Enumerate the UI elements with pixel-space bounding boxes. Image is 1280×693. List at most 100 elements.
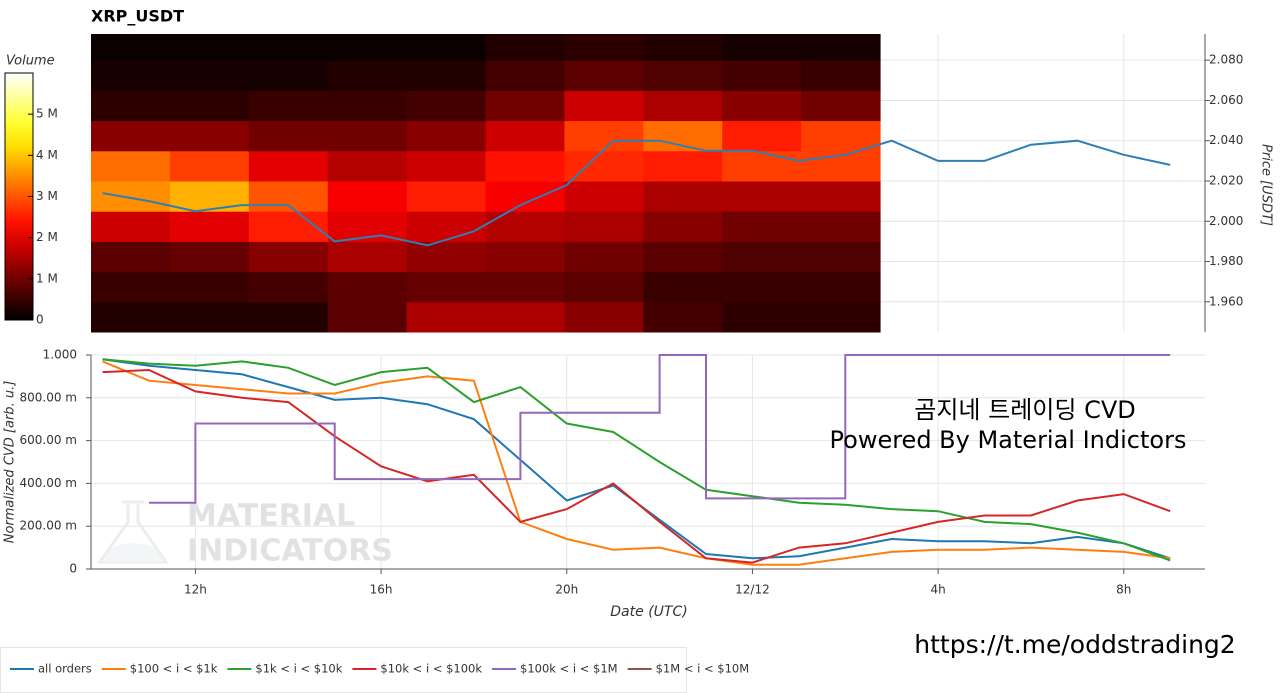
heat-cell (801, 60, 881, 91)
x-tick-label: 12h (184, 583, 207, 597)
heat-cell (564, 241, 644, 273)
heat-cell (327, 34, 408, 61)
footer-link: https://t.me/oddstrading2 (914, 630, 1235, 659)
heat-cell (722, 241, 802, 273)
heat-cell (91, 301, 171, 333)
heat-cell (248, 150, 329, 182)
heat-cell (91, 241, 171, 273)
y-tick-label: 800.00 m (20, 390, 78, 404)
heat-cell (564, 301, 644, 333)
heat-cell (169, 150, 250, 182)
heat-cell (485, 241, 565, 273)
watermark-text: MATERIAL (187, 499, 355, 534)
annotation: 곰지네 트레이딩 CVD (914, 396, 1135, 424)
heat-cell (91, 211, 171, 242)
heat-cell (169, 90, 250, 122)
colorbar-tick-label: 2 M (36, 230, 58, 244)
heat-cell (327, 150, 408, 182)
heat-cell (248, 120, 329, 152)
heat-cell (643, 271, 723, 303)
heat-cell (169, 34, 250, 61)
legend-label: all orders (38, 662, 92, 676)
heat-cell (169, 241, 250, 273)
colorbar-tick-label: 3 M (36, 189, 58, 203)
heat-cell (485, 34, 565, 61)
heat-cell (169, 120, 250, 152)
heat-cell (406, 180, 487, 212)
heat-cell (485, 150, 565, 182)
heat-cell (485, 120, 565, 152)
heat-cell (564, 60, 644, 91)
series-line (102, 368, 1171, 564)
heat-cell (327, 60, 408, 91)
y-axis-label: Normalized CVD [arb. u.] (3, 381, 18, 544)
heat-cell (327, 120, 408, 152)
heat-cell (485, 301, 565, 333)
heat-cell (91, 271, 171, 303)
x-tick-label: 12/12 (735, 583, 770, 597)
watermark-icon (97, 500, 169, 564)
heat-cell (564, 150, 644, 182)
heat-cell (248, 301, 329, 333)
y2-tick-label: 1.960 (1209, 294, 1243, 308)
heat-cell (643, 90, 723, 122)
y2-tick-label: 2.060 (1209, 93, 1243, 107)
y2-tick-label: 2.040 (1209, 133, 1243, 147)
heat-cell (564, 34, 644, 61)
heat-cell (406, 211, 487, 242)
y2-tick-label: 2.080 (1209, 53, 1243, 67)
y-tick-label: 400.00 m (20, 476, 78, 490)
x-tick-label: 8h (1116, 583, 1131, 597)
heat-cell (248, 90, 329, 122)
heat-cell (327, 241, 408, 273)
legend-label: $100 < i < $1k (130, 662, 218, 676)
heat-cell (643, 241, 723, 273)
y-tick-label: 200.00 m (20, 519, 78, 533)
heat-cell (91, 60, 171, 91)
heat-cell (801, 90, 881, 122)
heat-cell (327, 90, 408, 122)
heat-cell (722, 60, 802, 91)
heat-cell (564, 211, 644, 242)
colorbar-tick-label: 5 M (36, 107, 58, 121)
y-tick-label: 600.00 m (20, 433, 78, 447)
heat-cell (485, 90, 565, 122)
heat-cell (564, 90, 644, 122)
heat-cell (406, 301, 487, 333)
heat-cell (91, 180, 171, 212)
heat-cell (485, 211, 565, 242)
heat-cell (485, 180, 565, 212)
legend-label: $10k < i < $100k (380, 662, 482, 676)
heat-cell (327, 271, 408, 303)
heat-cell (169, 211, 250, 242)
heat-cell (722, 180, 802, 212)
heat-cell (91, 34, 171, 61)
heat-cell (564, 120, 644, 152)
colorbar-tick-label: 1 M (36, 271, 58, 285)
heat-cell (248, 34, 329, 61)
heat-cell (801, 241, 881, 273)
colorbar-tick-label: 0 (36, 313, 44, 327)
heat-cell (722, 271, 802, 303)
heat-cell (801, 120, 881, 152)
heat-cell (327, 180, 408, 212)
series-line (149, 354, 1171, 504)
heat-cell (91, 150, 171, 182)
legend-label: $1k < i < $10k (255, 662, 342, 676)
heat-cell (406, 34, 487, 61)
heat-cell (564, 180, 644, 212)
y2-tick-label: 1.980 (1209, 254, 1243, 268)
heat-cell (801, 34, 881, 61)
heat-cell (722, 150, 802, 182)
heat-cell (169, 271, 250, 303)
x-tick-label: 4h (930, 583, 945, 597)
heat-cell (722, 120, 802, 152)
heat-cell (643, 150, 723, 182)
chart-title: XRP_USDT (91, 7, 184, 26)
heat-cell (801, 180, 881, 212)
heat-cell (169, 301, 250, 333)
heat-cell (248, 180, 329, 212)
heat-cell (643, 180, 723, 212)
heat-cell (801, 271, 881, 303)
